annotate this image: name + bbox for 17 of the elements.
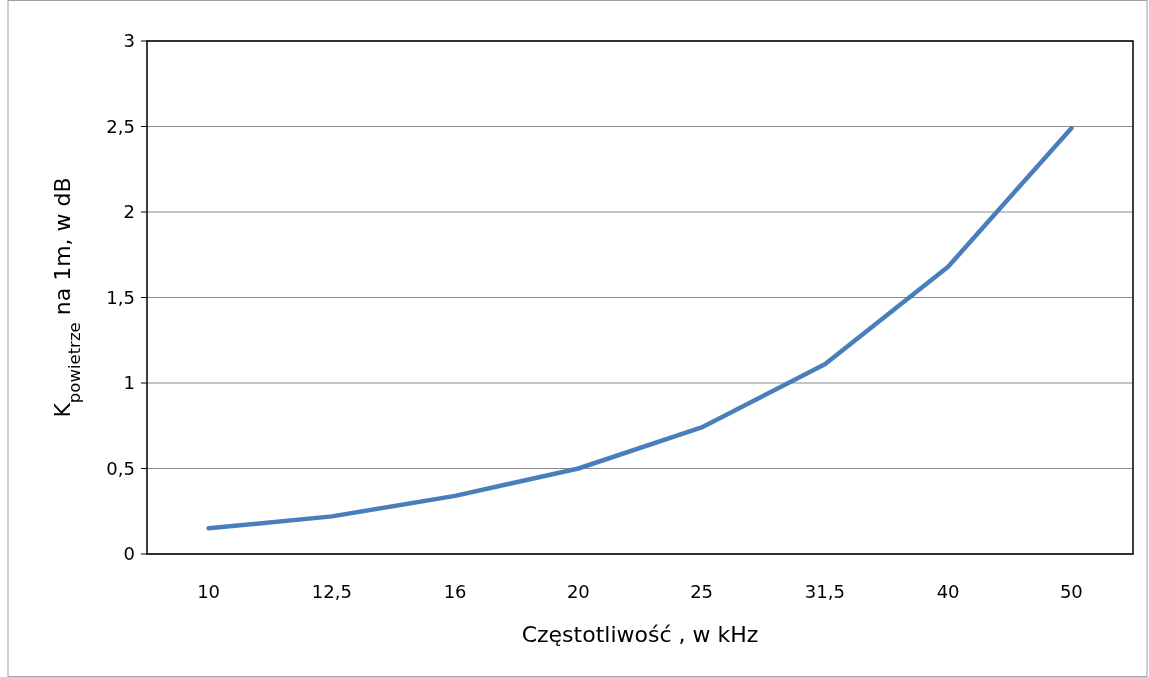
x-tick-label: 12,5: [311, 581, 352, 602]
y-tick-label: 0,5: [106, 457, 135, 479]
line-series: [206, 125, 1074, 531]
x-tick-label: 16: [443, 581, 467, 602]
x-axis-title: Częstotliwość , w kHz: [521, 622, 759, 647]
y-tick-label: 2: [123, 201, 135, 223]
y-tick-label: 1,5: [106, 286, 135, 308]
x-tick-label: 10: [197, 581, 221, 602]
x-tick-label: 20: [566, 581, 590, 602]
x-tick-label: 25: [690, 581, 714, 602]
y-tick-label: 0: [123, 543, 135, 565]
x-tick-label: 40: [936, 581, 960, 602]
x-tick-label: 31,5: [804, 581, 845, 602]
x-tick-label: 50: [1059, 581, 1083, 602]
y-tick-label: 3: [123, 30, 135, 52]
y-tick-label: 2,5: [106, 115, 135, 137]
y-tick-label: 1: [123, 372, 135, 394]
